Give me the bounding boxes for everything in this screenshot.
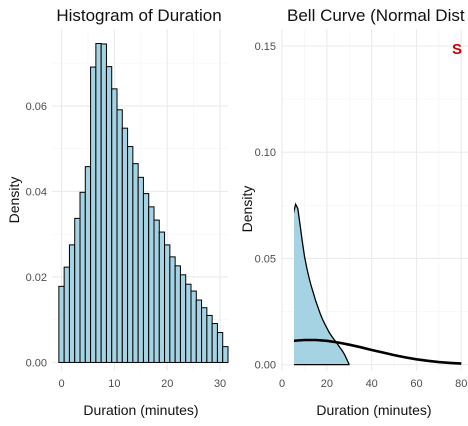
x-tick-label: 30	[214, 378, 226, 390]
bell-curve-y-tick-labels: 0.00 0.05 0.10 0.15	[255, 41, 276, 372]
histogram-bar	[74, 217, 81, 363]
x-tick-label: 0	[58, 378, 64, 390]
bell-curve-annotation: S	[452, 41, 462, 58]
y-tick-label: 0.10	[255, 147, 276, 159]
y-tick-label: 0.00	[26, 357, 47, 369]
x-tick-label: 80	[455, 378, 467, 390]
histogram-bar	[95, 43, 102, 363]
histogram-y-axis-label: Density	[6, 177, 22, 224]
histogram-bar	[222, 346, 229, 363]
histogram-bar	[90, 66, 97, 363]
y-tick-label: 0.04	[26, 186, 47, 198]
x-tick-label: 60	[410, 378, 422, 390]
histogram-y-tick-labels: 0.00 0.02 0.04 0.06	[26, 101, 47, 370]
histogram-bar	[68, 244, 76, 363]
y-tick-label: 0.02	[26, 272, 47, 284]
bell-curve-gridlines	[281, 29, 468, 371]
bell-curve-plot-area	[294, 202, 462, 366]
histogram-bar	[105, 66, 113, 363]
histogram-bar	[142, 193, 150, 363]
x-tick-label: 40	[366, 378, 378, 390]
histogram-bar	[111, 88, 118, 363]
histogram-bar	[211, 323, 218, 363]
histogram-bar	[190, 290, 197, 363]
histogram-bars	[58, 43, 229, 363]
histogram-bar	[164, 244, 171, 363]
histogram-x-axis-label: Duration (minutes)	[83, 402, 198, 418]
density-area	[294, 204, 350, 365]
bell-curve-panel: 0.00 0.05 0.10 0.15 0 20 40 60 80 Bell Curve (N…	[239, 6, 468, 418]
bell-curve-x-tick-labels: 0 20 40 60 80	[279, 378, 467, 390]
x-tick-label: 20	[321, 378, 333, 390]
histogram-panel: 0.00 0.02 0.04 0.06 0 10 20 30 Histogram of Du…	[6, 6, 229, 418]
histogram-x-tick-labels: 0 10 20 30	[58, 378, 226, 390]
histogram-bar	[121, 127, 129, 363]
histogram-bar	[132, 163, 139, 363]
y-tick-label: 0.15	[255, 41, 276, 53]
x-tick-label: 20	[161, 378, 173, 390]
y-tick-label: 0.06	[26, 101, 47, 113]
histogram-bar	[153, 219, 160, 363]
histogram-bar	[185, 283, 192, 363]
bell-curve-y-axis-label: Density	[239, 186, 255, 233]
histogram-bar	[63, 266, 70, 363]
x-tick-label: 0	[279, 378, 285, 390]
histogram-bar	[100, 43, 107, 363]
histogram-bar	[127, 146, 134, 363]
histogram-bar	[116, 109, 123, 363]
histogram-bar	[206, 314, 213, 363]
histogram-bar	[179, 274, 187, 363]
histogram-bar	[195, 299, 203, 363]
histogram-bar	[137, 176, 144, 363]
histogram-bar	[79, 191, 86, 363]
y-tick-label: 0.05	[255, 253, 276, 265]
y-tick-label: 0.00	[255, 360, 276, 372]
histogram-bar	[58, 285, 65, 363]
histogram-bar	[148, 206, 155, 363]
x-tick-label: 10	[108, 378, 120, 390]
histogram-bar	[216, 332, 224, 363]
histogram-bar	[158, 231, 166, 363]
histogram-bar	[201, 307, 208, 363]
histogram-bar	[169, 256, 176, 363]
bell-curve-title: Bell Curve (Normal Dist	[287, 6, 465, 25]
density-curve	[294, 202, 350, 365]
normal-curve	[294, 338, 462, 365]
histogram-bar	[174, 265, 181, 363]
bell-curve-x-axis-label: Duration (minutes)	[316, 402, 431, 418]
histogram-title: Histogram of Duration	[56, 6, 221, 25]
histogram-bar	[84, 166, 92, 363]
